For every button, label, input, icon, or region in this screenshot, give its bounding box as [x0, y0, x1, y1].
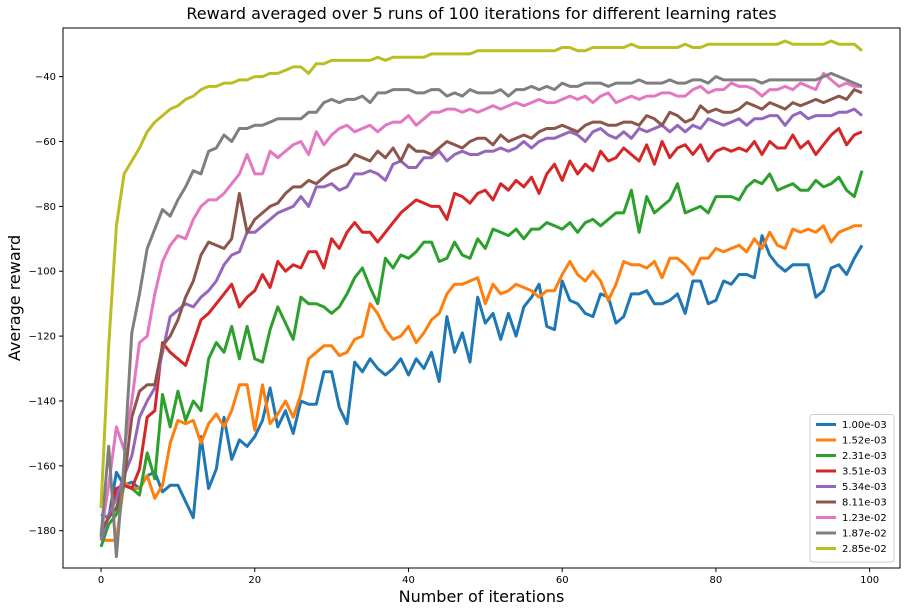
y-tick-label: −120 [29, 332, 56, 343]
series-line-3.51e-03 [99, 127, 863, 532]
legend-label: 2.31e-03 [842, 451, 887, 462]
series-line-5.34e-03 [99, 107, 863, 541]
x-tick-label: 40 [402, 575, 415, 586]
series-line-1.87e-02 [99, 71, 863, 559]
series-line-1.23e-02 [99, 71, 862, 535]
y-tick-label: −80 [35, 202, 56, 213]
legend-label: 1.23e-02 [842, 513, 887, 524]
legend-box [809, 414, 895, 563]
series-line-2.85e-02 [99, 39, 863, 509]
x-tick-label: 0 [98, 575, 104, 586]
x-tick-label: 60 [556, 575, 569, 586]
x-tick-label: 20 [248, 575, 261, 586]
legend-label: 2.85e-02 [842, 544, 887, 555]
y-axis: −180 −160 −140 −120 −100 −80 −60 −40 [29, 72, 63, 537]
x-axis-label: Number of iterations [399, 587, 565, 606]
legend-label: 1.52e-03 [842, 436, 887, 447]
plot-frame [62, 27, 901, 569]
legend-label: 8.11e-03 [842, 498, 887, 509]
legend-label: 3.51e-03 [842, 467, 887, 478]
y-tick-label: −40 [35, 72, 56, 83]
y-tick-label: −160 [29, 461, 56, 472]
legend: 1.00e-03 1.52e-03 2.31e-03 3.51e-03 5.34e-03… [809, 414, 895, 563]
legend-label: 1.00e-03 [842, 420, 887, 431]
series-line-2.31e-03 [99, 170, 864, 548]
series-layer [99, 39, 864, 559]
y-axis-label: Average reward [5, 235, 24, 361]
legend-label: 1.87e-02 [842, 529, 887, 540]
y-tick-label: −60 [35, 137, 56, 148]
series-line-8.11e-03 [99, 88, 863, 532]
series-line-1.00e-03 [100, 234, 864, 520]
series-line-1.52e-03 [101, 224, 862, 542]
y-tick-label: −180 [29, 526, 56, 537]
x-tick-label: 80 [710, 575, 723, 586]
x-tick-label: 100 [860, 575, 879, 586]
x-axis: 0 20 40 60 80 100 [98, 568, 879, 586]
legend-label: 5.34e-03 [842, 482, 887, 493]
y-tick-label: −140 [29, 396, 56, 407]
chart-title: Reward averaged over 5 runs of 100 itera… [186, 4, 776, 23]
y-tick-label: −100 [29, 267, 56, 278]
